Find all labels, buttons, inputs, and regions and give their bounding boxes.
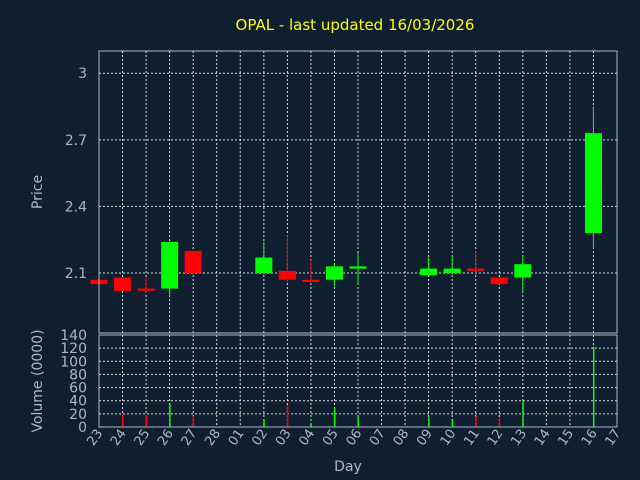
x-tick-label: 06 [343,427,365,449]
price-tick-label: 2.1 [65,266,87,282]
x-tick-label: 27 [179,427,201,449]
chart-title: OPAL - last updated 16/03/2026 [236,16,475,34]
x-tick-label: 07 [367,427,389,449]
x-tick-label: 28 [202,427,224,449]
volume-tick-label: 20 [69,407,87,423]
candle-body [420,268,438,276]
volume-bar [428,417,430,427]
x-tick-label: 08 [391,427,413,449]
volume-tick-label: 40 [69,394,87,410]
volume-bar [192,415,195,427]
x-tick-label: 02 [249,427,271,449]
volume-bar [592,347,595,427]
volume-tick-label: 60 [69,381,87,397]
price-tick-label: 3 [78,66,87,82]
x-tick-label: 03 [273,427,295,449]
x-tick-label: 25 [132,427,154,449]
x-tick-label: 16 [579,427,601,449]
x-tick-label: 24 [108,427,130,449]
volume-bar [475,416,477,427]
volume-tick-label: 80 [69,367,87,383]
x-tick-label: 12 [485,427,507,449]
x-tick-label: 13 [508,427,530,449]
price-axis-label: Price [30,175,46,209]
volume-bar [522,401,524,427]
volume-tick-label: 120 [60,341,87,357]
candle-body [325,266,343,280]
candle-body [302,279,320,282]
candle-body [278,270,296,280]
volume-bar [310,423,312,427]
volume-bar [122,413,124,427]
volume-tick-label: 100 [60,354,87,370]
candle-body [137,288,155,291]
x-tick-label: 04 [296,427,318,449]
candle-body [490,277,508,285]
x-tick-label: 15 [555,427,577,449]
price-frame [98,50,618,334]
volume-bar [498,417,501,427]
volume-bar [357,417,359,427]
volume-axis-label: Volume (0000) [30,329,46,432]
volume-bar [286,405,289,427]
x-tick-label: 26 [155,427,177,449]
volume-bar [263,419,265,427]
x-tick-label: 23 [84,427,106,449]
candle-body [184,250,202,274]
x-tick-label: 05 [320,427,342,449]
volume-tick-label: 0 [78,420,87,436]
candle-body [514,264,532,278]
candle-body [584,133,602,234]
candle-body [349,266,367,269]
volume-bar [169,404,171,427]
candle-body [161,241,179,289]
x-tick-label: 14 [532,427,554,449]
x-tick-label: 11 [461,427,483,449]
x-axis-label: Day [334,459,362,475]
x-tick-label: 09 [414,427,436,449]
candle-body [467,268,485,271]
price-panel: 2.1 2.4 2.7 3 [65,50,618,334]
x-tick-label: 01 [226,427,248,449]
price-tick-label: 2.4 [65,199,87,215]
candle-body [443,268,461,274]
volume-frame [98,334,618,428]
volume-bar [145,415,148,427]
candle-body [114,277,132,291]
x-tick-label: 10 [438,427,460,449]
volume-bar [333,407,336,427]
x-tick-label: 17 [602,427,624,449]
price-tick-label: 2.7 [65,133,87,149]
volume-bar [451,419,454,427]
candle-body [255,257,273,274]
volume-tick-label: 140 [60,328,87,344]
